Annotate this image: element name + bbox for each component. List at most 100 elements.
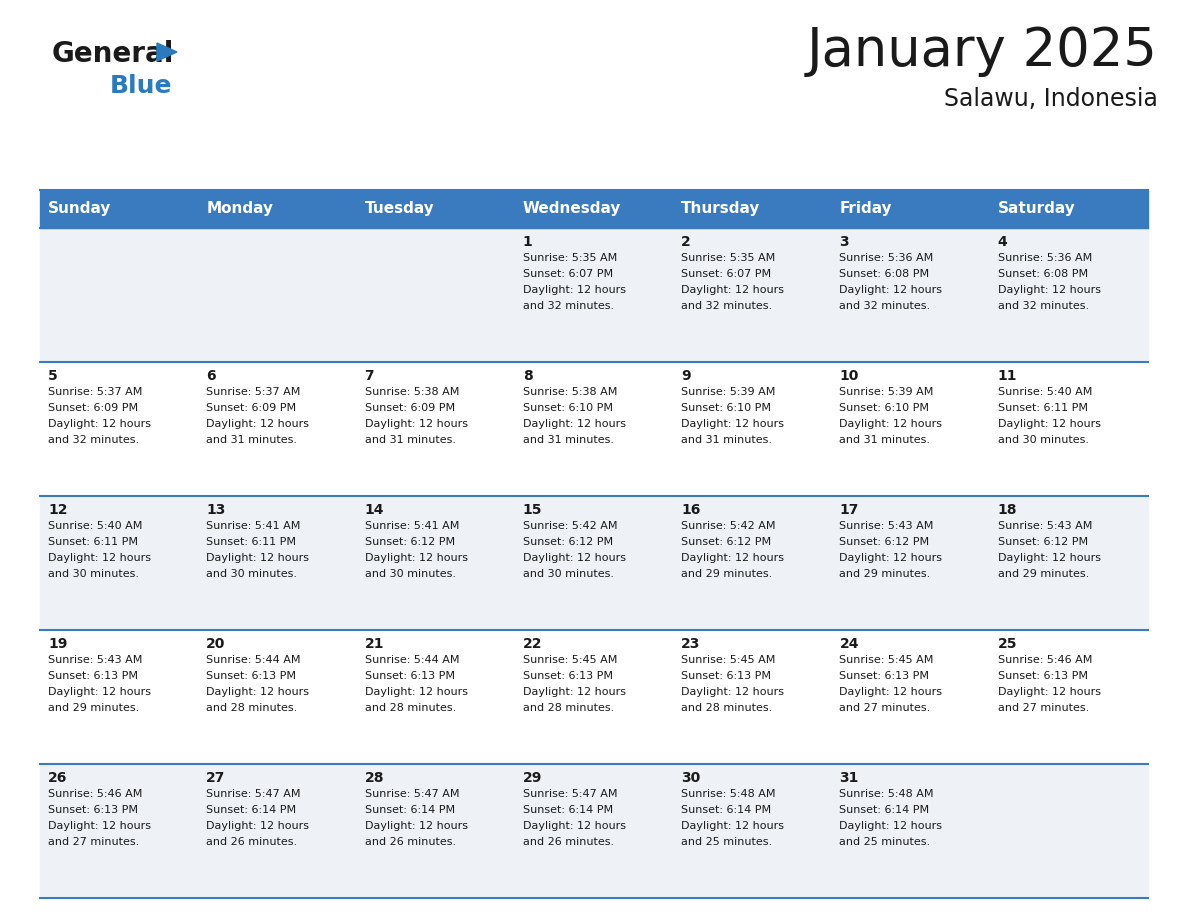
Text: and 32 minutes.: and 32 minutes. bbox=[681, 301, 772, 311]
Bar bbox=[198, 228, 356, 362]
Text: Daylight: 12 hours: Daylight: 12 hours bbox=[365, 553, 468, 563]
Text: 28: 28 bbox=[365, 771, 384, 785]
Text: 19: 19 bbox=[48, 637, 68, 651]
Text: Sunset: 6:13 PM: Sunset: 6:13 PM bbox=[998, 671, 1088, 681]
Text: 2: 2 bbox=[681, 235, 691, 249]
Text: Sunset: 6:11 PM: Sunset: 6:11 PM bbox=[998, 403, 1088, 413]
Text: Sunset: 6:14 PM: Sunset: 6:14 PM bbox=[681, 805, 771, 815]
Text: Sunrise: 5:43 AM: Sunrise: 5:43 AM bbox=[840, 521, 934, 531]
Bar bbox=[40, 630, 198, 764]
Text: and 32 minutes.: and 32 minutes. bbox=[998, 301, 1089, 311]
Text: Daylight: 12 hours: Daylight: 12 hours bbox=[840, 821, 942, 831]
Text: Daylight: 12 hours: Daylight: 12 hours bbox=[998, 553, 1101, 563]
Text: Daylight: 12 hours: Daylight: 12 hours bbox=[207, 687, 309, 697]
Text: 12: 12 bbox=[48, 503, 68, 517]
Text: and 31 minutes.: and 31 minutes. bbox=[681, 435, 772, 445]
Bar bbox=[356, 496, 514, 630]
Text: and 26 minutes.: and 26 minutes. bbox=[365, 837, 456, 847]
Bar bbox=[356, 630, 514, 764]
Text: Sunrise: 5:39 AM: Sunrise: 5:39 AM bbox=[840, 387, 934, 397]
Bar bbox=[674, 228, 832, 362]
Text: Sunrise: 5:45 AM: Sunrise: 5:45 AM bbox=[681, 655, 776, 665]
Text: and 26 minutes.: and 26 minutes. bbox=[207, 837, 297, 847]
Text: Sunrise: 5:43 AM: Sunrise: 5:43 AM bbox=[48, 655, 143, 665]
Text: Thursday: Thursday bbox=[681, 201, 760, 217]
Text: and 31 minutes.: and 31 minutes. bbox=[840, 435, 930, 445]
Text: and 27 minutes.: and 27 minutes. bbox=[48, 837, 139, 847]
Bar bbox=[832, 362, 990, 496]
Bar bbox=[40, 764, 198, 898]
Text: Wednesday: Wednesday bbox=[523, 201, 621, 217]
Bar bbox=[832, 764, 990, 898]
Text: Sunset: 6:13 PM: Sunset: 6:13 PM bbox=[207, 671, 296, 681]
Text: Daylight: 12 hours: Daylight: 12 hours bbox=[840, 687, 942, 697]
Text: Sunset: 6:14 PM: Sunset: 6:14 PM bbox=[840, 805, 929, 815]
Text: and 27 minutes.: and 27 minutes. bbox=[998, 703, 1089, 713]
Text: January 2025: January 2025 bbox=[807, 25, 1158, 77]
Text: Daylight: 12 hours: Daylight: 12 hours bbox=[840, 419, 942, 429]
Text: Sunset: 6:10 PM: Sunset: 6:10 PM bbox=[681, 403, 771, 413]
Text: Daylight: 12 hours: Daylight: 12 hours bbox=[681, 821, 784, 831]
Text: and 26 minutes.: and 26 minutes. bbox=[523, 837, 614, 847]
Text: 22: 22 bbox=[523, 637, 543, 651]
Text: 29: 29 bbox=[523, 771, 542, 785]
Bar bbox=[674, 496, 832, 630]
Text: Daylight: 12 hours: Daylight: 12 hours bbox=[207, 419, 309, 429]
Bar bbox=[356, 228, 514, 362]
Text: Saturday: Saturday bbox=[998, 201, 1075, 217]
Text: Sunrise: 5:46 AM: Sunrise: 5:46 AM bbox=[48, 789, 143, 799]
Text: Sunset: 6:13 PM: Sunset: 6:13 PM bbox=[523, 671, 613, 681]
Text: Sunrise: 5:35 AM: Sunrise: 5:35 AM bbox=[523, 253, 617, 263]
Text: and 28 minutes.: and 28 minutes. bbox=[523, 703, 614, 713]
Text: Sunrise: 5:40 AM: Sunrise: 5:40 AM bbox=[48, 521, 143, 531]
Text: Sunrise: 5:43 AM: Sunrise: 5:43 AM bbox=[998, 521, 1092, 531]
Bar bbox=[832, 630, 990, 764]
Text: and 29 minutes.: and 29 minutes. bbox=[998, 569, 1089, 579]
Text: Daylight: 12 hours: Daylight: 12 hours bbox=[48, 687, 151, 697]
Bar bbox=[514, 764, 674, 898]
Text: Sunset: 6:12 PM: Sunset: 6:12 PM bbox=[681, 537, 771, 547]
Text: 3: 3 bbox=[840, 235, 849, 249]
Text: Sunrise: 5:37 AM: Sunrise: 5:37 AM bbox=[207, 387, 301, 397]
Text: Sunrise: 5:40 AM: Sunrise: 5:40 AM bbox=[998, 387, 1092, 397]
Bar bbox=[514, 630, 674, 764]
Text: Sunset: 6:13 PM: Sunset: 6:13 PM bbox=[365, 671, 455, 681]
Bar bbox=[674, 630, 832, 764]
Text: Daylight: 12 hours: Daylight: 12 hours bbox=[207, 553, 309, 563]
Text: Sunrise: 5:48 AM: Sunrise: 5:48 AM bbox=[681, 789, 776, 799]
Bar bbox=[990, 228, 1148, 362]
Text: Sunrise: 5:36 AM: Sunrise: 5:36 AM bbox=[840, 253, 934, 263]
Text: 13: 13 bbox=[207, 503, 226, 517]
Bar bbox=[356, 764, 514, 898]
Text: Sunrise: 5:44 AM: Sunrise: 5:44 AM bbox=[207, 655, 301, 665]
Text: Sunrise: 5:46 AM: Sunrise: 5:46 AM bbox=[998, 655, 1092, 665]
Text: Daylight: 12 hours: Daylight: 12 hours bbox=[998, 419, 1101, 429]
Text: Daylight: 12 hours: Daylight: 12 hours bbox=[365, 821, 468, 831]
Text: Daylight: 12 hours: Daylight: 12 hours bbox=[365, 419, 468, 429]
Text: Daylight: 12 hours: Daylight: 12 hours bbox=[48, 419, 151, 429]
Text: and 31 minutes.: and 31 minutes. bbox=[523, 435, 614, 445]
Bar bbox=[198, 362, 356, 496]
Text: 30: 30 bbox=[681, 771, 701, 785]
Text: Sunrise: 5:35 AM: Sunrise: 5:35 AM bbox=[681, 253, 776, 263]
Text: and 30 minutes.: and 30 minutes. bbox=[365, 569, 455, 579]
Bar bbox=[990, 496, 1148, 630]
Text: and 31 minutes.: and 31 minutes. bbox=[207, 435, 297, 445]
Text: Sunset: 6:11 PM: Sunset: 6:11 PM bbox=[48, 537, 138, 547]
Text: 10: 10 bbox=[840, 369, 859, 383]
Text: and 25 minutes.: and 25 minutes. bbox=[840, 837, 930, 847]
Text: 17: 17 bbox=[840, 503, 859, 517]
Text: Daylight: 12 hours: Daylight: 12 hours bbox=[998, 687, 1101, 697]
Text: Salawu, Indonesia: Salawu, Indonesia bbox=[944, 87, 1158, 111]
Bar bbox=[198, 764, 356, 898]
Text: 4: 4 bbox=[998, 235, 1007, 249]
Text: Sunrise: 5:47 AM: Sunrise: 5:47 AM bbox=[207, 789, 301, 799]
Text: and 29 minutes.: and 29 minutes. bbox=[48, 703, 139, 713]
Text: Sunset: 6:07 PM: Sunset: 6:07 PM bbox=[681, 269, 771, 279]
Text: Sunset: 6:13 PM: Sunset: 6:13 PM bbox=[681, 671, 771, 681]
Text: Daylight: 12 hours: Daylight: 12 hours bbox=[840, 285, 942, 295]
Text: 7: 7 bbox=[365, 369, 374, 383]
Text: Sunrise: 5:42 AM: Sunrise: 5:42 AM bbox=[523, 521, 618, 531]
Bar bbox=[674, 764, 832, 898]
Text: Daylight: 12 hours: Daylight: 12 hours bbox=[48, 821, 151, 831]
